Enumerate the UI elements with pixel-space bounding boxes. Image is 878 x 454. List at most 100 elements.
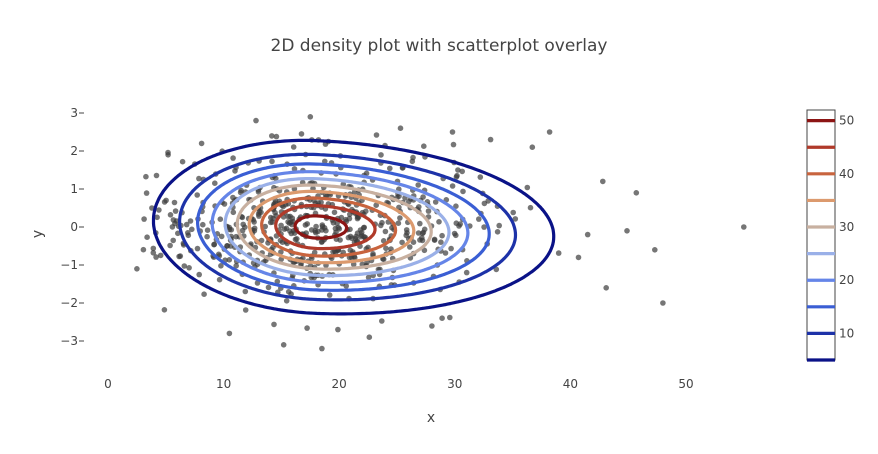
scatter-point	[153, 172, 160, 179]
scatter-point	[278, 249, 284, 255]
scatter-point	[298, 131, 305, 137]
scatter-point	[167, 212, 174, 218]
scatter-point	[741, 224, 747, 230]
scatter-point	[399, 239, 405, 246]
scatter-point	[555, 250, 562, 256]
scatter-point	[167, 242, 173, 249]
scatter-point	[255, 211, 262, 217]
scatter-point	[294, 236, 300, 242]
scatter-point	[487, 136, 494, 143]
scatter-point	[265, 284, 272, 291]
scatter-point	[415, 182, 422, 188]
scatter-point	[144, 234, 150, 240]
scatter-point	[201, 291, 207, 298]
scatter-point	[278, 222, 284, 229]
scatter-point	[460, 188, 466, 195]
contour-line	[274, 203, 377, 251]
scatter-point	[204, 227, 211, 233]
scatter-point	[228, 227, 235, 233]
scatter-point	[172, 208, 179, 214]
scatter-point	[186, 265, 192, 271]
scatter-point	[373, 132, 380, 138]
scatter-point	[322, 192, 329, 199]
scatter-point	[347, 247, 354, 253]
scatter-point	[233, 263, 239, 269]
scatter-point	[410, 239, 417, 245]
scatter-point	[302, 222, 309, 228]
scatter-point	[512, 216, 519, 222]
scatter-point	[476, 216, 482, 222]
scatter-point	[338, 214, 345, 221]
scatter-point	[258, 237, 265, 244]
scatter-point	[365, 274, 372, 281]
scatter-point	[319, 223, 326, 230]
scatter-point	[527, 204, 534, 211]
x-tick-label: 20	[332, 377, 347, 391]
x-tick-label: 50	[678, 377, 693, 391]
scatter-point	[366, 334, 373, 341]
scatter-point	[439, 315, 445, 322]
scatter-point	[319, 345, 325, 352]
scatter-point	[156, 207, 162, 213]
scatter-point	[242, 307, 249, 313]
scatter-point	[410, 154, 416, 161]
scatter-point	[143, 190, 150, 196]
scatter-point	[216, 276, 223, 283]
scatter-point	[254, 280, 261, 286]
scatter-point	[383, 245, 389, 252]
scatter-point	[290, 144, 297, 150]
scatter-point	[170, 237, 176, 244]
scatter-point	[387, 165, 393, 172]
scatter-point	[342, 216, 349, 223]
scatter-point	[253, 117, 259, 124]
scatter-point	[271, 321, 277, 328]
scatter-point	[447, 314, 453, 321]
scatter-point	[226, 257, 233, 263]
scatter-point	[453, 203, 459, 209]
scatter-point	[255, 189, 262, 195]
scatter-point	[417, 237, 423, 243]
scatter-point	[218, 233, 225, 240]
scatter-point	[455, 167, 461, 173]
scatter-point	[379, 318, 385, 324]
scatter-point	[378, 222, 384, 229]
scatter-point	[431, 236, 438, 243]
scatter-point	[575, 254, 582, 261]
colorbar: 50 40 30 20 10	[806, 109, 854, 362]
scatter-point	[221, 201, 228, 207]
scatter-point	[230, 155, 236, 161]
x-tick-label: 30	[447, 377, 462, 391]
scatter-point	[237, 189, 244, 196]
scatter-point	[510, 209, 516, 216]
scatter-point	[175, 230, 181, 237]
scatter-point	[429, 323, 435, 329]
chart-title: 2D density plot with scatterplot overlay	[271, 36, 608, 56]
scatter-point	[239, 227, 246, 234]
scatter-point	[285, 289, 292, 295]
scatter-point	[331, 209, 338, 216]
scatter-point	[397, 125, 404, 131]
scatter-point	[230, 209, 237, 216]
scatter-point	[269, 219, 276, 225]
scatter-point	[363, 170, 370, 177]
scatter-point	[315, 228, 321, 235]
scatter-point	[289, 221, 295, 228]
y-axis: 3 2 1 0 −1 −2 −3	[60, 106, 84, 348]
scatter-point	[269, 133, 275, 139]
scatter-point	[171, 199, 178, 206]
scatter-point	[273, 133, 280, 140]
scatter-point	[453, 174, 460, 180]
scatter-point	[425, 208, 432, 214]
scatter-point	[163, 197, 169, 204]
scatter-point	[660, 300, 666, 306]
scatter-point	[481, 224, 487, 230]
scatter-point	[421, 143, 427, 149]
scatter-point	[652, 247, 658, 253]
scatter-point	[212, 180, 218, 186]
scatter-point	[194, 245, 201, 252]
scatter-point	[319, 238, 325, 245]
scatter-point	[420, 194, 426, 200]
scatter-point	[420, 229, 427, 236]
